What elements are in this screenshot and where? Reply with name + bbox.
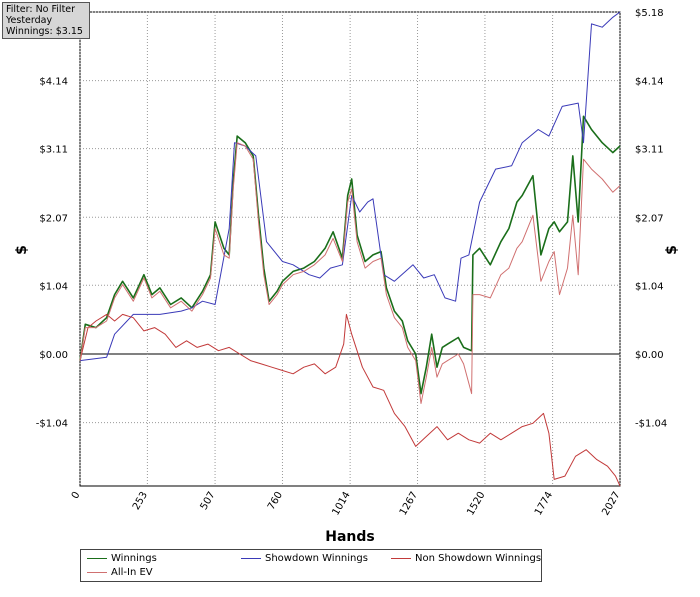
filter-winnings: Winnings: $3.15 <box>6 26 83 37</box>
y-tick-label-right-1-04: -$1.04 <box>635 419 667 430</box>
legend-swatch-showdown-winnings <box>241 557 261 559</box>
grid-layer <box>79 11 621 486</box>
y-tick-label-right-4-14: $4.14 <box>635 77 664 88</box>
axis-layer: $5.18$5.18$4.14$4.14$3.11$3.11$2.07$2.07… <box>36 8 668 518</box>
legend-swatch-all-in-ev <box>87 571 107 573</box>
y-tick-label-left-1-04: $1.04 <box>39 281 68 292</box>
x-tick-label-507: 507 <box>199 490 218 512</box>
legend-swatch-winnings <box>87 557 107 559</box>
y-tick-label-left-1-04: -$1.04 <box>36 419 68 430</box>
legend-item-all-in-ev: All-In EV <box>87 566 153 580</box>
series-line-showdown-winnings <box>79 11 621 362</box>
y-tick-label-right-1-04: $1.04 <box>635 281 664 292</box>
legend-label-winnings: Winnings <box>111 553 157 564</box>
y-tick-label-left-0-00: $0.00 <box>39 350 68 361</box>
y-tick-label-right-0-00: $0.00 <box>635 350 664 361</box>
x-tick-label-2027: 2027 <box>600 490 622 518</box>
x-tick-label-760: 760 <box>266 490 285 512</box>
y-tick-label-left-4-14: $4.14 <box>39 77 68 88</box>
x-tick-label-0: 0 <box>70 490 83 501</box>
legend-swatch-non-showdown-winnings <box>391 557 411 559</box>
x-tick-label-1014: 1014 <box>330 490 352 518</box>
y-axis-label-right: $ <box>664 245 680 255</box>
legend-item-showdown-winnings: Showdown Winnings <box>241 552 368 566</box>
y-tick-label-right-3-11: $3.11 <box>635 145 664 156</box>
legend-item-non-showdown-winnings: Non Showdown Winnings <box>391 552 541 566</box>
series-line-all-in-ev <box>79 142 621 404</box>
legend-item-winnings: Winnings <box>87 552 157 566</box>
x-tick-label-1774: 1774 <box>533 490 555 518</box>
series-layer <box>79 11 621 487</box>
x-tick-label-1267: 1267 <box>398 490 420 518</box>
legend-label-all-in-ev: All-In EV <box>111 567 153 578</box>
series-line-non-showdown-winnings <box>79 313 621 487</box>
y-tick-label-right-5-18: $5.18 <box>635 8 664 19</box>
filter-date-range: Yesterday <box>6 15 53 26</box>
x-tick-label-1520: 1520 <box>465 490 487 518</box>
y-axis-label-left: $ <box>14 245 30 255</box>
filter-info-box: Filter: No Filter Yesterday Winnings: $3… <box>2 2 90 39</box>
x-axis-label: Hands <box>325 529 375 545</box>
legend: Winnings Showdown Winnings Non Showdown … <box>80 549 542 582</box>
legend-label-non-showdown-winnings: Non Showdown Winnings <box>415 553 542 564</box>
y-tick-label-left-2-07: $2.07 <box>39 213 68 224</box>
y-tick-label-right-2-07: $2.07 <box>635 213 664 224</box>
y-tick-label-left-3-11: $3.11 <box>39 145 68 156</box>
filter-label: Filter: No Filter <box>6 4 76 15</box>
legend-label-showdown-winnings: Showdown Winnings <box>265 553 368 564</box>
x-tick-label-253: 253 <box>131 490 150 512</box>
